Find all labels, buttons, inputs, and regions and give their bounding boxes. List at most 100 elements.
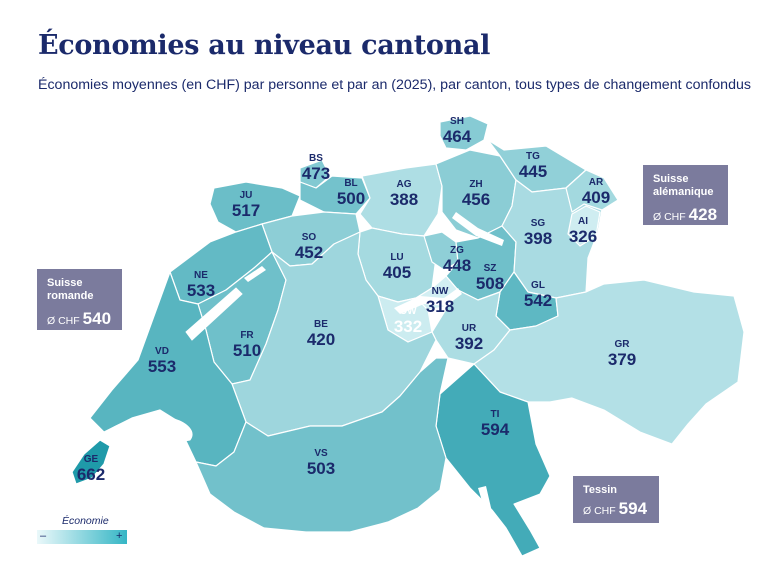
region-box-romande: Suisse romande Ø CHF 540 (37, 269, 122, 330)
canton-value: 510 (232, 341, 262, 360)
canton-area-vd[interactable] (89, 271, 247, 467)
canton-abbr: AG (396, 179, 412, 190)
canton-label-gl: GL 542 (523, 281, 553, 310)
canton-abbr: ZH (469, 179, 483, 190)
canton-abbr: VD (155, 346, 169, 357)
canton-label-gr: GR 379 (608, 339, 636, 369)
canton-label-nw: NW 318 (425, 286, 455, 316)
canton-abbr: OW (399, 306, 417, 317)
canton-label-be: BE 420 (306, 319, 336, 349)
canton-label-ju: JU 517 (232, 190, 260, 220)
canton-abbr: TG (526, 151, 540, 162)
canton-area-gr[interactable] (473, 279, 745, 445)
canton-label-vd: VD 553 (147, 346, 177, 376)
average-value: 428 (688, 205, 718, 225)
canton-value: 405 (382, 263, 412, 282)
region-average: Ø CHF 428 (653, 205, 718, 225)
canton-label-ur: UR 392 (454, 323, 484, 353)
canton-area-ge[interactable] (71, 439, 111, 485)
canton-value: 503 (306, 459, 336, 478)
legend-title: Économie (62, 515, 109, 527)
canton-label-ti: TI 594 (480, 409, 510, 439)
canton-value: 553 (147, 357, 177, 376)
canton-label-lu: LU 405 (382, 252, 412, 282)
canton-abbr: LU (390, 252, 404, 263)
canton-value: 318 (425, 297, 455, 316)
canton-value: 448 (442, 256, 472, 275)
canton-label-sz: SZ 508 (475, 264, 505, 293)
lake-leman (99, 416, 193, 442)
canton-value: 533 (186, 281, 216, 300)
canton-value: 662 (76, 465, 106, 484)
region-name: Suisse romande (47, 277, 94, 303)
lake-zurich (452, 212, 504, 246)
canton-value: 464 (442, 127, 472, 146)
canton-label-ow: OW 332 (393, 306, 423, 336)
canton-abbr: BS (309, 153, 323, 164)
canton-value: 452 (294, 243, 324, 262)
region-name: Tessin (583, 484, 618, 496)
canton-label-tg: TG 445 (518, 151, 548, 181)
region-box-alemanique: Suisse alémanique Ø CHF 428 (643, 165, 728, 225)
canton-label-sg: SG 398 (523, 218, 553, 248)
canton-value: 332 (393, 317, 423, 336)
canton-abbr: NW (431, 286, 449, 297)
canton-area-bs[interactable] (299, 159, 331, 189)
canton-area-ai[interactable] (567, 205, 601, 247)
legend-gradient (37, 530, 127, 544)
canton-label-ge: GE 662 (76, 454, 106, 484)
lake-quatre-cantons (394, 288, 462, 314)
region-average: Ø CHF 594 (583, 499, 649, 519)
canton-abbr: SO (301, 232, 317, 243)
canton-abbr: FR (240, 330, 254, 341)
canton-label-fr: FR 510 (232, 330, 262, 360)
canton-label-bs: BS 473 (301, 153, 331, 183)
region-box-tessin: Tessin Ø CHF 594 (573, 476, 659, 523)
page-subtitle: Économies moyennes (en CHF) par personne… (38, 77, 751, 93)
canton-label-ar: AR 409 (581, 177, 611, 207)
canton-label-ag: AG 388 (389, 179, 419, 209)
canton-abbr: SG (530, 218, 546, 229)
canton-value: 420 (306, 330, 336, 349)
canton-label-so: SO 452 (294, 232, 324, 262)
average-symbol: Ø CHF (47, 315, 80, 328)
canton-value: 456 (461, 190, 491, 209)
canton-label-vs: VS 503 (306, 449, 336, 478)
canton-abbr: AR (588, 177, 604, 188)
region-average: Ø CHF 540 (47, 309, 112, 329)
average-value: 594 (618, 499, 648, 519)
canton-area-ti[interactable] (435, 363, 551, 557)
canton-abbr: BE (314, 319, 328, 330)
canton-abbr: AI (578, 216, 588, 227)
canton-label-sh: SH 464 (442, 117, 472, 146)
canton-value: 542 (523, 291, 553, 310)
canton-area-sh[interactable] (439, 115, 489, 151)
canton-abbr: JU (239, 190, 253, 201)
canton-abbr: NE (194, 270, 208, 281)
canton-abbr: TI (490, 409, 500, 420)
canton-label-ne: NE 533 (186, 270, 216, 300)
canton-value: 500 (336, 189, 366, 208)
canton-value: 473 (301, 164, 331, 183)
legend-plus: + (116, 530, 123, 542)
canton-area-ar[interactable] (565, 169, 619, 213)
canton-value: 508 (475, 274, 505, 293)
lake-neuchatel (185, 287, 243, 341)
average-symbol: Ø CHF (653, 211, 686, 224)
canton-abbr: GR (614, 339, 630, 350)
canton-value: 388 (389, 190, 419, 209)
canton-label-zg: ZG 448 (442, 246, 472, 275)
canton-value: 445 (518, 162, 548, 181)
canton-value: 326 (568, 227, 598, 246)
canton-value: 594 (480, 420, 510, 439)
canton-value: 398 (523, 229, 553, 248)
canton-value: 392 (454, 334, 484, 353)
canton-abbr: UR (461, 323, 477, 334)
canton-label-bl: BL 500 (336, 178, 366, 208)
canton-value: 409 (581, 188, 611, 207)
canton-area-vs[interactable] (195, 357, 449, 533)
average-symbol: Ø CHF (583, 505, 616, 518)
canton-abbr: GE (83, 454, 99, 465)
canton-abbr: BL (344, 178, 358, 189)
